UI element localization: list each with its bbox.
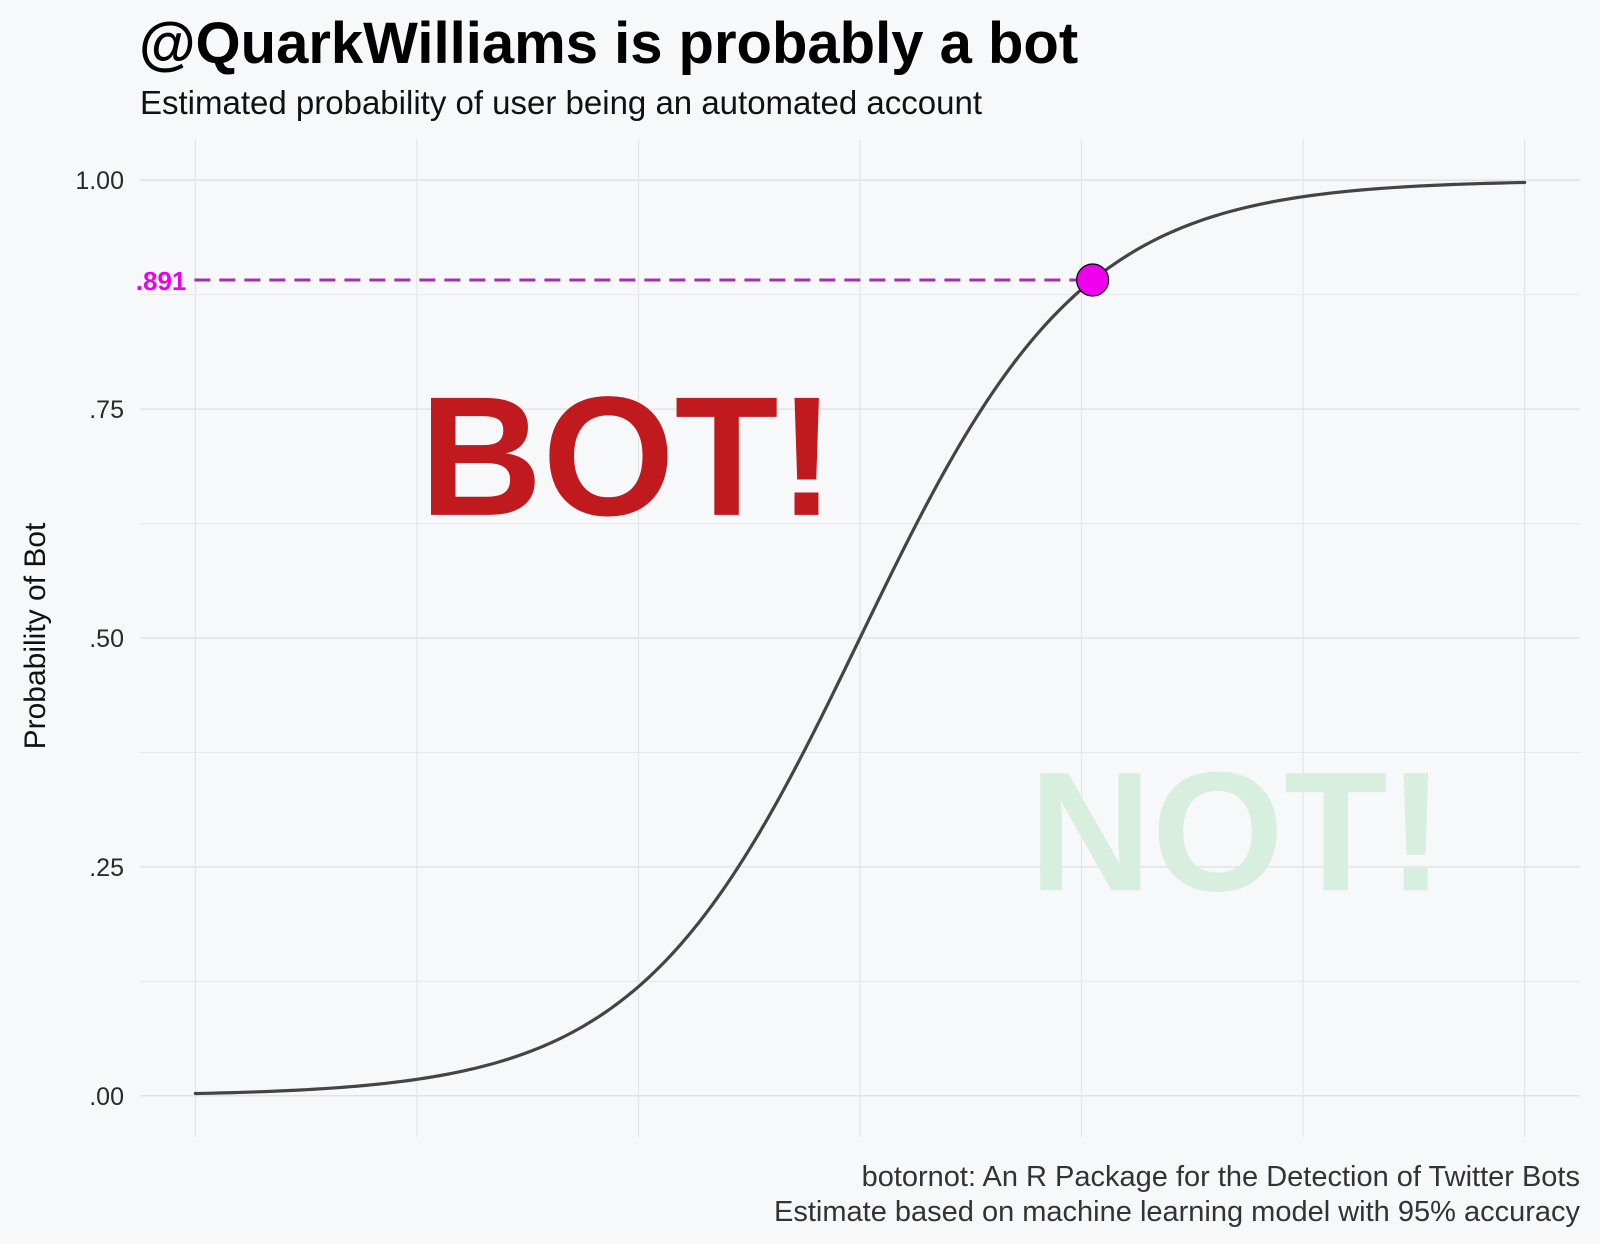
chart-subtitle: Estimated probability of user being an a… xyxy=(140,84,982,121)
highlight-value-label: .891 xyxy=(136,266,187,296)
y-tick-label: 1.00 xyxy=(75,167,124,195)
y-axis-ticks: .00 .25 .50 .75 1.00 xyxy=(75,167,124,1111)
bot-annotation: BOT! xyxy=(420,362,835,552)
y-tick-label: .75 xyxy=(89,396,124,424)
chart-title: @QuarkWilliams is probably a bot xyxy=(139,11,1078,76)
probability-curve xyxy=(193,180,1527,1096)
not-annotation: NOT! xyxy=(1029,737,1444,927)
y-axis-label: Probability of Bot xyxy=(19,522,52,749)
y-tick-label: .00 xyxy=(89,1083,124,1111)
highlight-point xyxy=(1076,263,1110,297)
y-tick-label: .50 xyxy=(89,625,124,653)
y-tick-label: .25 xyxy=(89,854,124,882)
caption-line-1: botornot: An R Package for the Detection… xyxy=(862,1161,1580,1193)
caption-line-2: Estimate based on machine learning model… xyxy=(774,1196,1580,1228)
